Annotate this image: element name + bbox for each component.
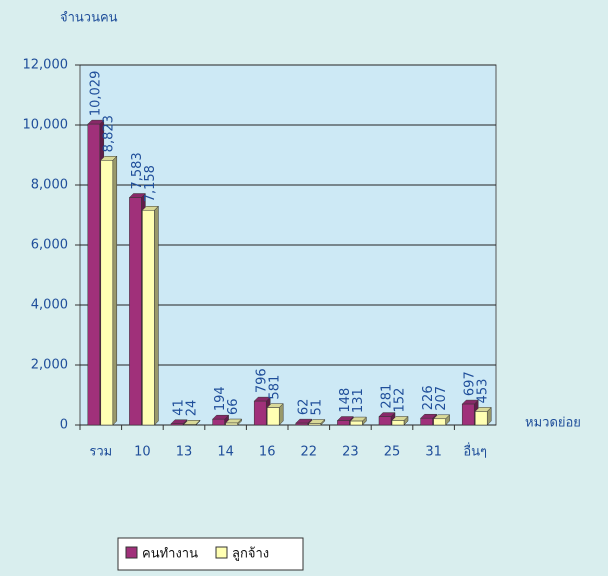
bar [295, 422, 309, 426]
x-tick-label: 16 [259, 445, 276, 460]
bar [391, 420, 405, 426]
value-label: 152 [393, 388, 408, 413]
bar [308, 423, 322, 426]
bar-side [112, 155, 118, 426]
y-tick-label: 12,000 [23, 58, 69, 73]
x-tick-label: 23 [342, 445, 359, 460]
bar [420, 417, 433, 426]
bar-side [154, 205, 159, 426]
value-label: 41 [172, 399, 187, 416]
value-label: 7,583 [130, 152, 145, 189]
value-label: 66 [226, 398, 241, 415]
bar [378, 416, 392, 426]
value-label: 131 [351, 388, 366, 413]
x-tick-label: 31 [425, 445, 442, 460]
value-label: 226 [421, 385, 436, 410]
y-tick-label: 0 [60, 418, 68, 433]
bar [474, 411, 488, 426]
x-axis-label: หมวดย่อย [525, 416, 581, 431]
bar [350, 420, 363, 426]
bar [266, 407, 280, 426]
y-tick-label: 8,000 [31, 178, 68, 193]
x-tick-label: 22 [301, 445, 318, 460]
bar [337, 420, 350, 426]
value-label: 194 [213, 386, 228, 411]
value-label: 7,158 [143, 165, 158, 202]
legend-swatch [215, 546, 228, 559]
value-label: 24 [185, 400, 200, 417]
x-tick-label: 10 [134, 445, 151, 460]
value-label: 62 [296, 399, 311, 416]
bar [183, 424, 197, 426]
legend [117, 537, 304, 571]
x-tick-label: 14 [217, 445, 234, 460]
y-tick-label: 4,000 [31, 298, 68, 313]
value-label: 10,029 [88, 71, 103, 117]
bar [461, 403, 475, 426]
bar [253, 400, 267, 426]
value-label: 207 [434, 386, 449, 411]
legend-label: คนทำงาน [142, 547, 198, 562]
value-label: 453 [476, 379, 491, 404]
bar [142, 210, 155, 426]
bar [212, 418, 225, 426]
bar [129, 197, 142, 426]
bar [225, 422, 238, 426]
value-label: 281 [380, 384, 395, 409]
value-label: 8,823 [101, 115, 116, 152]
bar [87, 123, 101, 426]
legend-swatch [125, 546, 138, 559]
value-label: 796 [255, 368, 270, 393]
y-tick-label: 10,000 [23, 118, 69, 133]
x-tick-label: 25 [384, 445, 401, 460]
x-tick-label: รวม [89, 445, 112, 460]
bar [170, 423, 184, 426]
y-axis-label: จำนวนคน [60, 11, 118, 26]
legend-label: ลูกจ้าง [232, 547, 269, 562]
bar [433, 418, 446, 426]
y-tick-label: 6,000 [31, 238, 68, 253]
x-tick-label: 13 [176, 445, 193, 460]
value-label: 51 [309, 399, 324, 416]
bar [100, 160, 114, 426]
y-tick-label: 2,000 [31, 358, 68, 373]
value-label: 581 [268, 375, 283, 400]
value-label: 148 [338, 388, 353, 413]
value-label: 697 [463, 371, 478, 396]
x-tick-label: อื่นๆ [463, 443, 487, 460]
